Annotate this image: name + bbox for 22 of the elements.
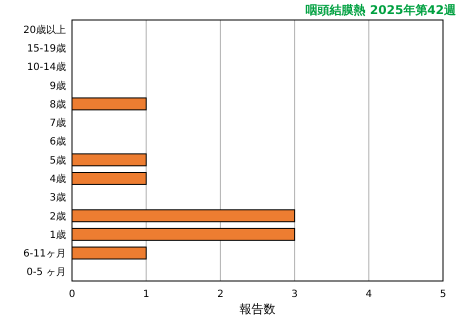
y-tick-label: 4歳 <box>50 172 66 185</box>
x-axis-title: 報告数 <box>240 302 276 316</box>
x-tick-label: 4 <box>366 289 372 300</box>
y-tick-label: 9歳 <box>50 80 66 92</box>
y-tick-label: 1歳 <box>50 228 66 241</box>
x-tick-label: 5 <box>440 289 446 300</box>
y-tick-label: 6歳 <box>50 136 66 148</box>
y-tick-label: 15-19歳 <box>26 42 66 54</box>
y-tick-label: 8歳 <box>50 98 66 110</box>
chart-title: 咽頭結膜熱 2025年第42週 <box>306 3 457 17</box>
y-tick-label: 5歳 <box>50 154 66 166</box>
y-tick-label: 10-14歳 <box>26 61 66 74</box>
y-tick-label: 20歳以上 <box>23 24 66 36</box>
y-tick-label: 6-11ヶ月 <box>23 248 66 260</box>
y-tick-label: 7歳 <box>50 117 66 130</box>
x-tick-label: 0 <box>68 289 76 300</box>
x-tick-label: 2 <box>217 289 224 300</box>
y-tick-label: 0-5 ヶ月 <box>26 267 66 278</box>
x-tick-label: 3 <box>291 289 298 300</box>
x-tick-label: 1 <box>143 289 150 300</box>
y-tick-label: 2歳 <box>50 210 66 222</box>
y-tick-label: 3歳 <box>50 192 66 204</box>
